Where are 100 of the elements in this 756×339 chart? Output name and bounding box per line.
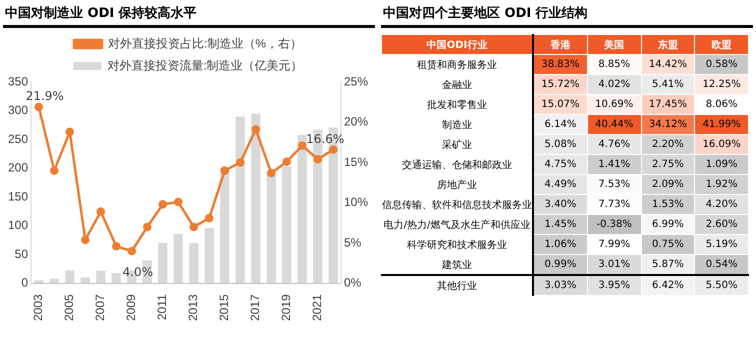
x-tick-label: 欧盟 xyxy=(694,34,748,54)
data-label: 1.09% xyxy=(694,154,748,174)
y-tick-label: 租赁和商务服务业 xyxy=(382,54,533,74)
data-label: 0.75% xyxy=(641,234,695,254)
y2-tick-label: 5% xyxy=(344,235,362,250)
data-label: 14.42% xyxy=(641,54,695,74)
x-tick-label: 2011 xyxy=(155,294,170,320)
y-axis-title: 中国ODI行业 xyxy=(382,34,533,54)
bar xyxy=(80,278,90,284)
point xyxy=(205,214,214,222)
data-label: 5.50% xyxy=(694,275,748,296)
y-tick-label: 50 xyxy=(14,246,28,261)
data-label: 3.01% xyxy=(587,254,642,275)
chart-title: 中国对制造业 ODI 保持较高水平 xyxy=(3,0,375,28)
data-label: 4.76% xyxy=(587,134,642,154)
data-label: 4.75% xyxy=(533,154,588,174)
y2-tick-label: 25% xyxy=(344,74,368,88)
bar xyxy=(158,243,168,284)
data-label: 5.19% xyxy=(694,234,748,254)
data-label: 2.60% xyxy=(694,214,748,234)
data-label: 41.99% xyxy=(694,114,748,134)
data-label: 5.08% xyxy=(533,134,588,154)
data-label: 16.6% xyxy=(306,132,344,146)
x-tick-label: 2003 xyxy=(31,294,46,322)
data-label: 4.0% xyxy=(122,265,154,280)
x-tick-label: 东盟 xyxy=(641,34,695,54)
y2-tick-label: 10% xyxy=(344,195,368,210)
data-label: 2.09% xyxy=(641,174,695,194)
point xyxy=(158,200,168,209)
data-label: 16.09% xyxy=(694,134,748,154)
y-tick-label: 0 xyxy=(21,276,28,290)
point xyxy=(328,145,338,154)
legend-label: 对外直接投资流量:制造业（亿美元） xyxy=(107,58,303,72)
x-tick-label: 2015 xyxy=(217,294,232,322)
bar xyxy=(220,168,230,284)
data-label: 6.99% xyxy=(641,214,695,234)
data-label: 8.85% xyxy=(587,54,642,74)
data-label: 12.25% xyxy=(694,74,748,94)
x-tick-label: 2005 xyxy=(62,294,76,322)
y-tick-label: 科学研究和技术服务业 xyxy=(382,234,533,254)
data-label: 7.99% xyxy=(587,234,642,254)
bar xyxy=(112,272,121,284)
y-tick-label: 批发和零售业 xyxy=(382,94,533,114)
y-tick-label: 100 xyxy=(8,218,28,232)
y-tick-label: 交通运输、仓储和邮政业 xyxy=(382,154,533,174)
x-tick-label: 2021 xyxy=(310,294,324,322)
x-tick-label: 美国 xyxy=(587,34,642,54)
y-tick-label: 信息传输、软件和信息技术服务业 xyxy=(382,194,533,214)
y2-tick-label: 20% xyxy=(344,114,368,129)
y-tick-label: 电力/热力/燃气及水生产和供应业 xyxy=(382,214,533,234)
y-tick-label: 300 xyxy=(8,103,28,118)
data-label: 2.20% xyxy=(641,134,695,154)
data-label: 0.99% xyxy=(533,254,588,275)
data-label: 10.69% xyxy=(587,94,642,114)
point xyxy=(96,207,106,216)
y-tick-label: 其他行业 xyxy=(382,275,533,296)
data-label: 15.72% xyxy=(533,74,588,94)
y2-tick-label: 15% xyxy=(344,154,368,169)
data-label: 38.83% xyxy=(533,54,588,74)
data-label: 1.41% xyxy=(587,154,642,174)
point xyxy=(174,198,183,206)
point xyxy=(236,158,244,167)
point xyxy=(266,168,276,178)
data-label: 21.9% xyxy=(26,89,64,104)
bar xyxy=(266,172,276,284)
data-label: 17.45% xyxy=(641,94,695,114)
bar xyxy=(189,243,198,284)
data-label: 3.03% xyxy=(533,275,588,296)
bar xyxy=(174,234,183,284)
data-label: 4.20% xyxy=(694,194,748,214)
y-tick-label: 金融业 xyxy=(382,74,533,94)
point xyxy=(112,242,121,251)
point xyxy=(313,155,322,164)
x-tick-label: 2007 xyxy=(93,294,108,322)
data-label: 15.07% xyxy=(533,94,588,114)
legend-label: 对外直接投资占比:制造业（%，右） xyxy=(108,36,302,50)
data-label: 6.42% xyxy=(641,275,695,296)
y-tick-label: 房地产业 xyxy=(382,174,533,194)
data-label: 1.92% xyxy=(694,174,748,194)
point xyxy=(220,166,229,175)
chart-title: 中国对四个主要地区 ODI 行业结构 xyxy=(381,0,753,28)
data-label: 0.54% xyxy=(694,254,748,275)
x-tick-label: 香港 xyxy=(533,34,588,54)
data-label: 8.06% xyxy=(694,94,748,114)
bar xyxy=(50,278,59,284)
data-label: 4.49% xyxy=(533,174,588,194)
data-label: 7.73% xyxy=(587,194,642,214)
y-tick-label: 制造业 xyxy=(382,114,533,134)
data-label: -0.38% xyxy=(587,214,642,234)
point xyxy=(66,128,74,136)
bar xyxy=(251,114,260,284)
point xyxy=(128,246,136,256)
y-tick-label: 200 xyxy=(8,160,28,175)
point xyxy=(282,157,291,166)
point xyxy=(50,166,59,175)
point xyxy=(190,222,198,232)
point xyxy=(34,102,44,112)
data-label: 7.53% xyxy=(587,174,642,194)
bar xyxy=(298,134,307,284)
point xyxy=(143,222,152,232)
